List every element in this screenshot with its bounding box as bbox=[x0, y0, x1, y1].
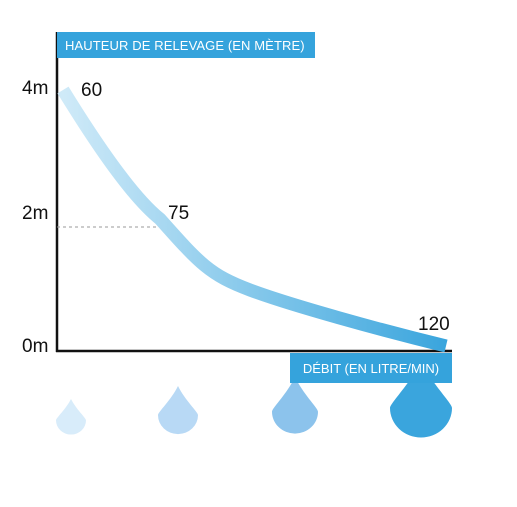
x-axis-title: DÉBIT (EN LITRE/MIN) bbox=[290, 353, 452, 383]
water-drop-icon bbox=[56, 399, 86, 435]
y-axis-title: HAUTEUR DE RELEVAGE (EN MÈTRE) bbox=[57, 32, 315, 58]
water-drop-icon bbox=[158, 386, 198, 435]
water-drop-icon bbox=[390, 361, 452, 438]
data-label: 60 bbox=[81, 80, 103, 101]
y-tick-label: 4m bbox=[22, 78, 49, 99]
y-tick-label: 2m bbox=[22, 203, 49, 224]
data-curve bbox=[57, 86, 448, 353]
data-label: 75 bbox=[168, 203, 190, 224]
data-label: 120 bbox=[418, 314, 450, 335]
water-drop-icon bbox=[272, 377, 318, 434]
y-tick-label: 0m bbox=[22, 336, 49, 357]
